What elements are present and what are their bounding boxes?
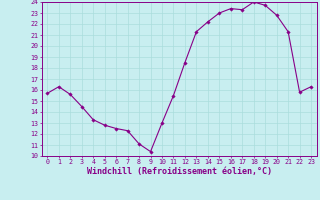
X-axis label: Windchill (Refroidissement éolien,°C): Windchill (Refroidissement éolien,°C) — [87, 167, 272, 176]
